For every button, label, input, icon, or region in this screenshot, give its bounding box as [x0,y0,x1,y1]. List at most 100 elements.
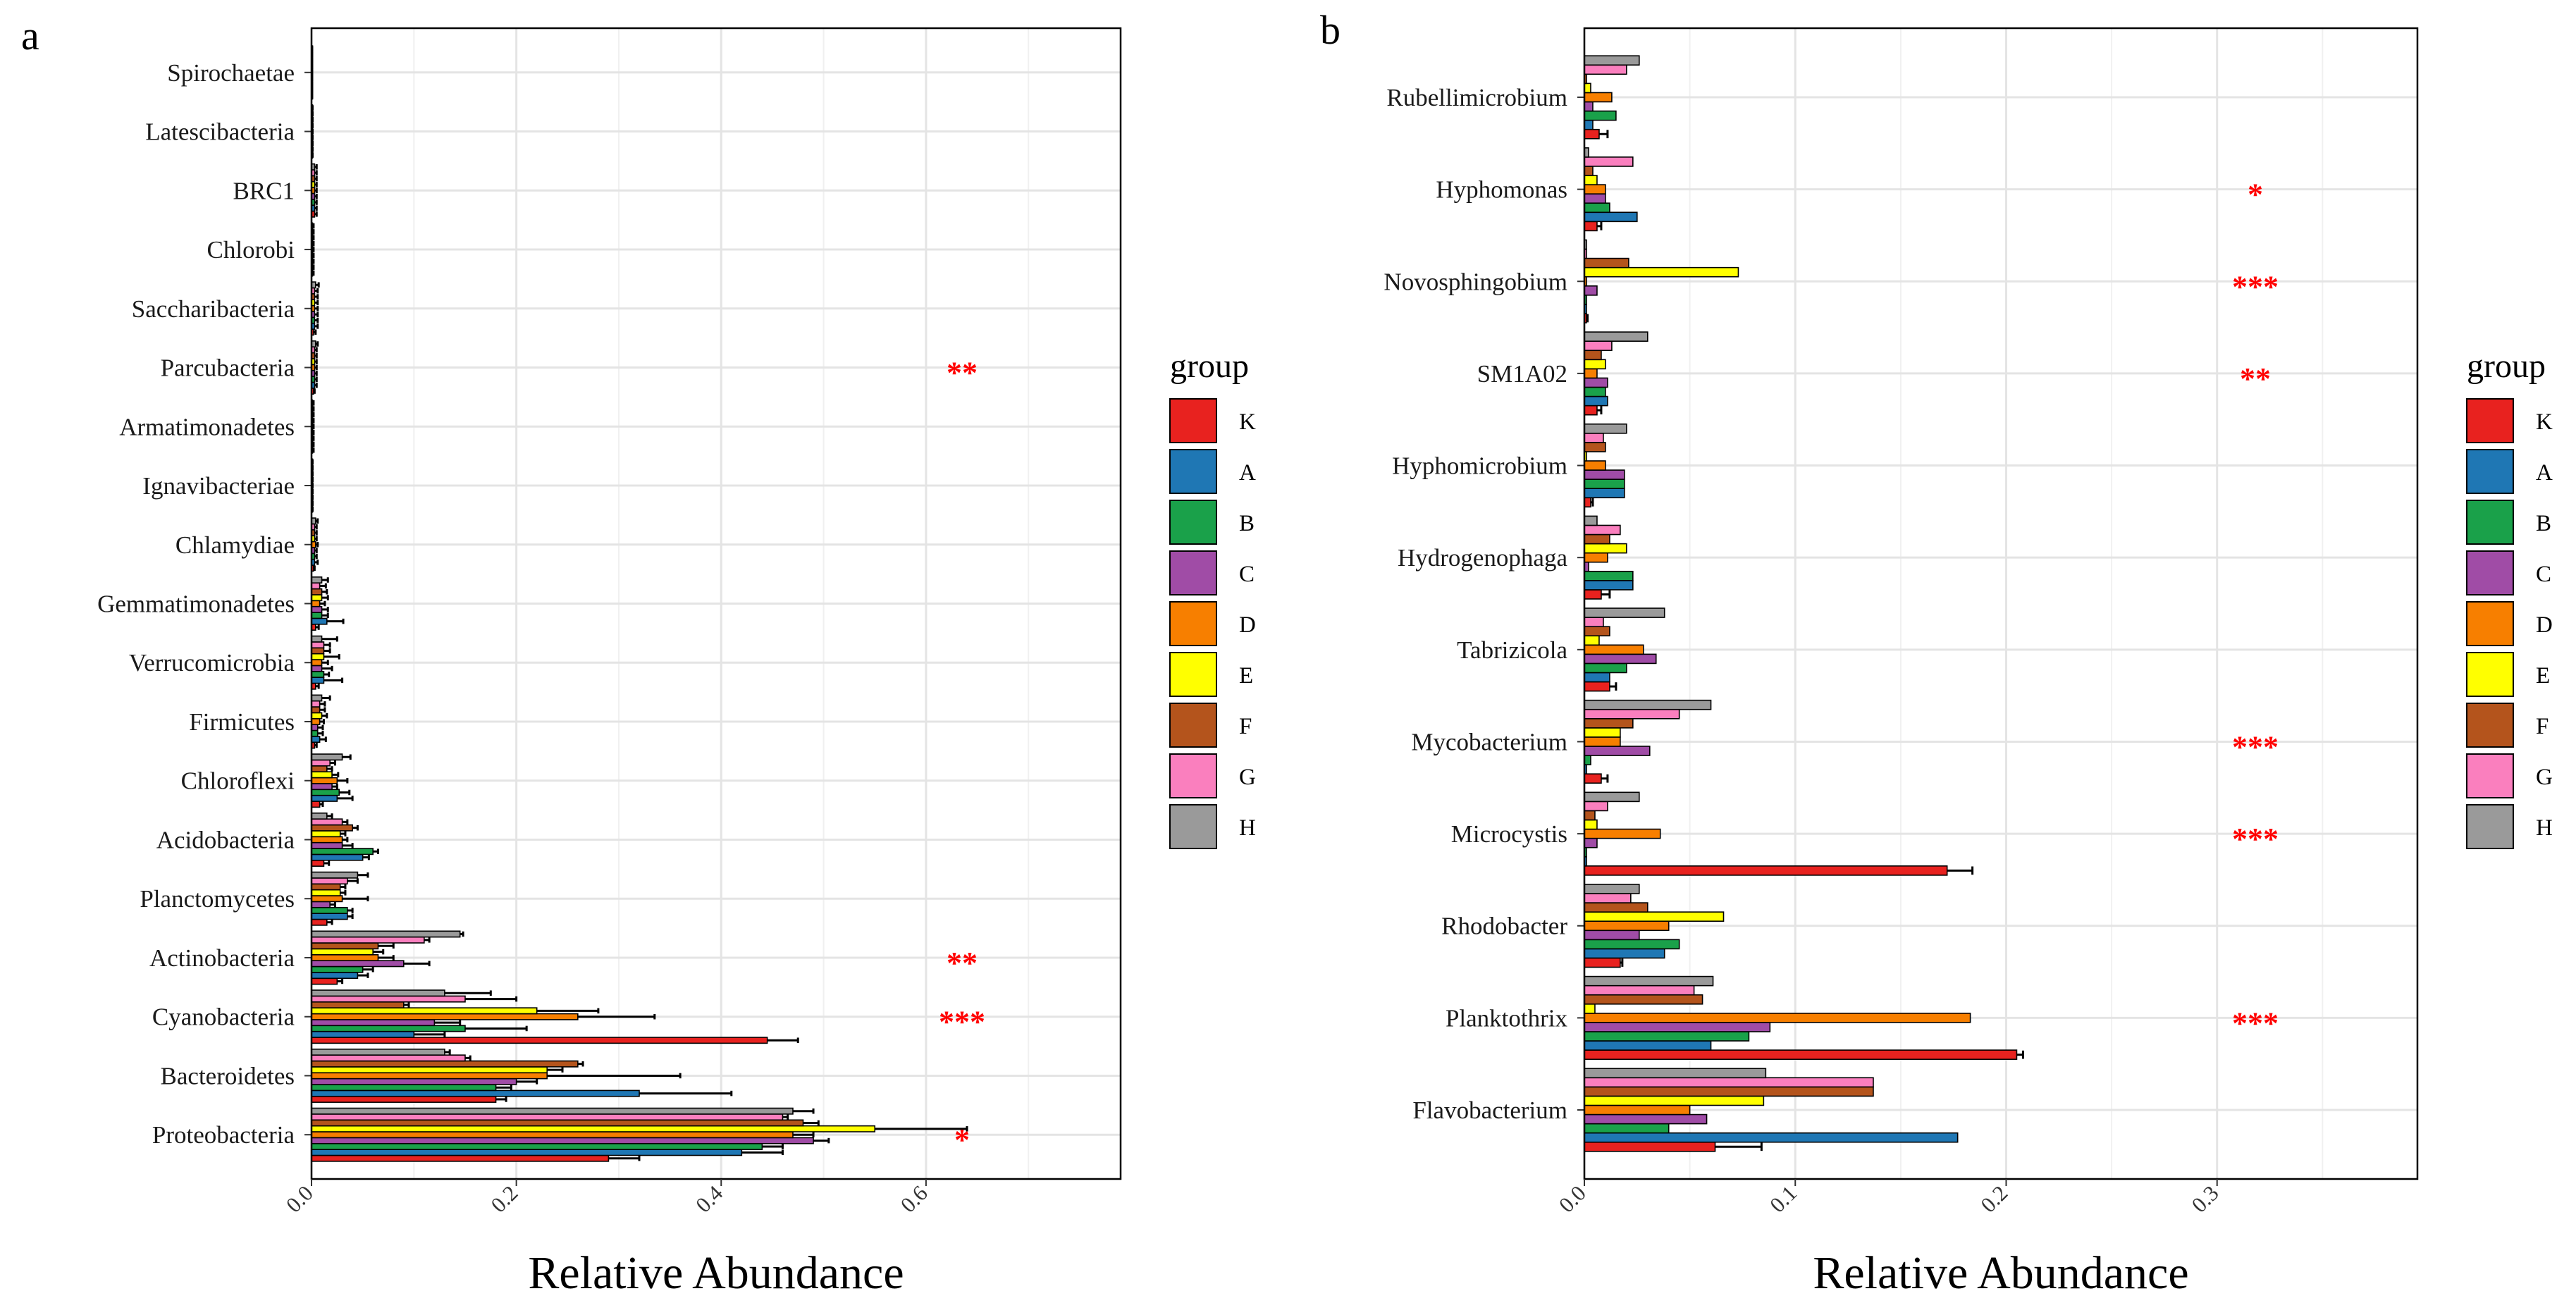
legend-title: group [2467,347,2546,385]
legend-swatch-A [2466,449,2514,494]
bar-E-Cyanobacteria [311,1007,538,1015]
significance-marker: ** [947,946,978,980]
legend-label-E: E [2536,663,2550,689]
bar-F-Hyphomicrobium [1584,442,1606,452]
bar-D-SM1A02 [1584,368,1598,379]
legend-label-B: B [1239,511,1255,536]
category-label: Saccharibacteria [132,295,295,323]
bar-A-Rhodobacter [1584,948,1665,959]
bar-G-Verrucomicrobia [311,641,325,649]
bar-H-Planctomycetes [311,871,359,879]
bar-E-Actinobacteria [311,948,374,956]
bar-C-Proteobacteria [311,1137,814,1144]
bar-F-Verrucomicrobia [311,647,325,655]
bar-E-Chloroflexi [311,771,333,779]
bar-E-Novosphingobium [1584,266,1739,278]
bar-B-Flavobacterium [1584,1123,1670,1134]
bar-C-Bacteroidetes [311,1078,517,1085]
bar-A-Cyanobacteria [311,1030,415,1038]
category-label: Cyanobacteria [152,1004,295,1031]
legend-swatch-C [2466,550,2514,595]
bar-F-Planctomycetes [311,883,341,891]
category-label: Proteobacteria [152,1121,295,1149]
bar-A-Planctomycetes [311,913,348,920]
bar-A-Hydrogenophaga [1584,580,1634,591]
bar-G-Bacteroidetes [311,1054,466,1062]
bar-H-Cyanobacteria [311,989,445,997]
bar-B-Hyphomonas [1584,202,1610,214]
category-label: Planktothrix [1446,1004,1568,1032]
bar-B-Actinobacteria [311,965,364,973]
bar-C-Tabrizicola [1584,653,1657,665]
bar-B-Mycobacterium [1584,755,1591,765]
bar-E-Acidobacteria [311,830,341,838]
legend-label-E: E [1239,663,1253,689]
bar-G-Firmicutes [311,700,321,708]
bar-D-Actinobacteria [311,953,379,961]
bar-H-Actinobacteria [311,930,461,938]
category-label: Mycobacterium [1411,728,1567,755]
bar-H-Flavobacterium [1584,1068,1767,1079]
plot-border [1583,27,2419,1180]
x-tick-label: 0.6 [896,1180,932,1217]
category-label: Rubellimicrobium [1386,84,1567,111]
bar-C-Chloroflexi [311,783,333,791]
bar-D-Microcystis [1584,828,1661,839]
significance-marker: ** [2240,362,2271,396]
bar-G-Hydrogenophaga [1584,524,1621,536]
bar-G-Planktothrix [1584,984,1695,996]
bar-A-Firmicutes [311,736,321,743]
category-label: Armatimonadetes [119,413,295,440]
bar-A-Acidobacteria [311,853,364,861]
bar-G-Hyphomicrobium [1584,433,1604,443]
bar-G-Rhodobacter [1584,893,1632,903]
bar-E-Firmicutes [311,712,323,720]
bar-F-Tabrizicola [1584,626,1610,637]
category-label: Chlamydiae [175,531,295,559]
category-label: Microcystis [1451,820,1567,848]
bar-B-Firmicutes [311,729,319,737]
bar-H-Verrucomicrobia [311,635,323,643]
bar-C-Microcystis [1584,837,1598,848]
bar-D-Hyphomonas [1584,184,1606,195]
bar-H-Hyphomicrobium [1584,423,1627,434]
bar-E-Hydrogenophaga [1584,543,1627,554]
bar-C-Gemmatimonadetes [311,605,323,613]
category-label: Firmicutes [189,708,295,736]
category-label: Hydrogenophaga [1398,544,1568,572]
category-label: SM1A02 [1477,360,1567,388]
x-tick-label: 0.2 [486,1180,522,1217]
bar-F-Hyphomonas [1584,166,1594,176]
bar-F-Flavobacterium [1584,1086,1874,1097]
bar-A-Actinobacteria [311,972,359,980]
significance-marker: *** [2232,729,2279,764]
bar-C-Flavobacterium [1584,1113,1708,1125]
bar-A-Bacteroidetes [311,1089,640,1097]
bar-G-Microcystis [1584,801,1608,812]
legend-label-H: H [1239,815,1256,841]
legend-label-D: D [2536,612,2553,638]
bar-G-Acidobacteria [311,818,343,826]
bar-A-Hyphomonas [1584,211,1638,223]
x-tick-label: 0.2 [1976,1180,2012,1217]
bar-E-Hyphomonas [1584,175,1598,185]
bar-H-Acidobacteria [311,812,328,820]
bar-E-Planktothrix [1584,1003,1596,1014]
legend-label-H: H [2536,815,2553,841]
category-label: Flavobacterium [1412,1097,1567,1124]
bar-D-Rubellimicrobium [1584,92,1613,103]
bar-E-Verrucomicrobia [311,653,325,660]
bar-G-Rubellimicrobium [1584,64,1627,75]
bar-F-Gemmatimonadetes [311,588,323,595]
bar-C-Rubellimicrobium [1584,101,1594,112]
legend-swatch-B [1169,500,1217,545]
x-axis-title: Relative Abundance [528,1247,904,1299]
bar-A-Gemmatimonadetes [311,617,328,625]
bar-A-Verrucomicrobia [311,677,325,684]
bar-E-Mycobacterium [1584,727,1621,738]
bar-B-SM1A02 [1584,386,1606,397]
bar-H-Rhodobacter [1584,884,1640,894]
bar-H-Firmicutes [311,694,323,702]
bar-D-Firmicutes [311,717,321,725]
bar-F-Hydrogenophaga [1584,533,1610,545]
